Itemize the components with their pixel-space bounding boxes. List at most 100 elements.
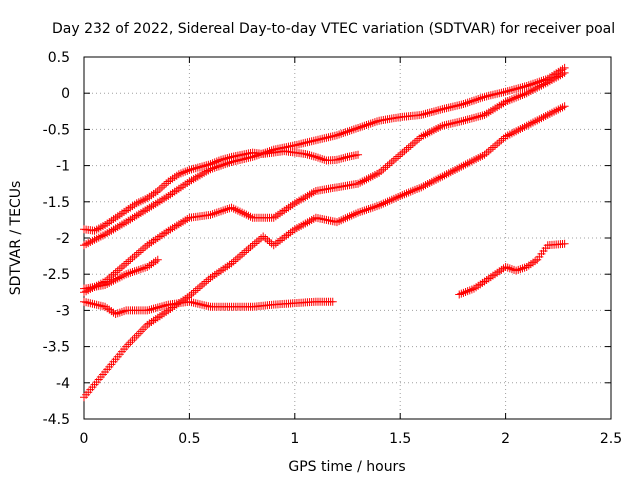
data-point [440, 121, 449, 130]
data-point [227, 259, 236, 268]
data-point [107, 226, 116, 235]
data-point [233, 253, 242, 262]
data-point [172, 300, 181, 309]
data-point [491, 104, 500, 113]
grid-lines [83, 56, 612, 420]
data-point [503, 131, 512, 140]
data-point [543, 110, 552, 119]
data-point [115, 308, 124, 317]
data-point [174, 299, 183, 308]
data-point [474, 153, 483, 162]
data-point [510, 85, 519, 94]
data-point [453, 164, 462, 173]
data-point [305, 190, 314, 199]
data-point [113, 309, 122, 318]
data-point [465, 97, 474, 106]
data-point [516, 83, 525, 92]
data-point [115, 264, 124, 273]
data-point [134, 248, 143, 257]
data-point [107, 216, 116, 225]
chart-title: Day 232 of 2022, Sidereal Day-to-day VTE… [52, 21, 615, 37]
data-point [499, 88, 508, 97]
data-point [157, 310, 166, 319]
data-point [497, 265, 506, 274]
data-point [368, 172, 377, 181]
data-point [244, 244, 253, 253]
data-point [326, 132, 335, 141]
data-point [507, 129, 516, 138]
data-point [248, 241, 257, 250]
data-point [408, 139, 417, 148]
data-point [524, 261, 533, 270]
data-point [520, 122, 529, 131]
data-point [505, 96, 514, 105]
data-point [181, 294, 190, 303]
data-point [455, 117, 464, 126]
data-point [524, 88, 533, 97]
data-point [356, 207, 365, 216]
series-5 [80, 297, 337, 319]
data-point [514, 265, 523, 274]
data-point [495, 267, 504, 276]
data-point [193, 163, 202, 172]
data-point [217, 207, 226, 216]
data-point [446, 103, 455, 112]
data-point [235, 207, 244, 216]
data-point [497, 88, 506, 97]
data-point [155, 302, 164, 311]
data-point [499, 99, 508, 108]
data-point [311, 136, 320, 145]
data-point [482, 109, 491, 118]
data-point [139, 325, 148, 334]
data-point [343, 213, 352, 222]
data-point [514, 84, 523, 93]
data-point [105, 227, 114, 236]
data-point [351, 124, 360, 133]
data-point [463, 159, 472, 168]
data-point [145, 261, 154, 270]
data-point [271, 212, 280, 221]
data-point [84, 298, 93, 307]
data-point [501, 97, 510, 106]
data-point [153, 255, 162, 264]
data-point [491, 90, 500, 99]
data-point [472, 113, 481, 122]
data-point [172, 221, 181, 230]
data-point [558, 103, 567, 112]
data-point [160, 309, 169, 318]
data-point [149, 304, 158, 313]
data-point [124, 340, 133, 349]
data-point [143, 241, 152, 250]
data-point [360, 176, 369, 185]
data-point [147, 260, 156, 269]
data-point [126, 268, 135, 277]
data-point [109, 215, 118, 224]
data-point [166, 304, 175, 313]
data-point [423, 129, 432, 138]
data-point [429, 107, 438, 116]
data-point [461, 99, 470, 108]
data-point [153, 198, 162, 207]
data-point [520, 82, 529, 91]
data-point [143, 320, 152, 329]
data-point [134, 198, 143, 207]
data-point [335, 217, 344, 226]
data-point [149, 236, 158, 245]
data-point [111, 213, 120, 222]
data-point [337, 154, 346, 163]
data-point [349, 125, 358, 134]
data-point [396, 192, 405, 201]
data-point [113, 212, 122, 221]
data-point [276, 209, 285, 218]
data-point [537, 114, 546, 123]
data-point [497, 136, 506, 145]
data-point [151, 257, 160, 266]
data-point [214, 268, 223, 277]
data-point [155, 312, 164, 321]
data-point [480, 92, 489, 101]
data-point [455, 101, 464, 110]
data-point [191, 164, 200, 173]
data-point [373, 202, 382, 211]
data-point [227, 203, 236, 212]
data-point [529, 258, 538, 267]
